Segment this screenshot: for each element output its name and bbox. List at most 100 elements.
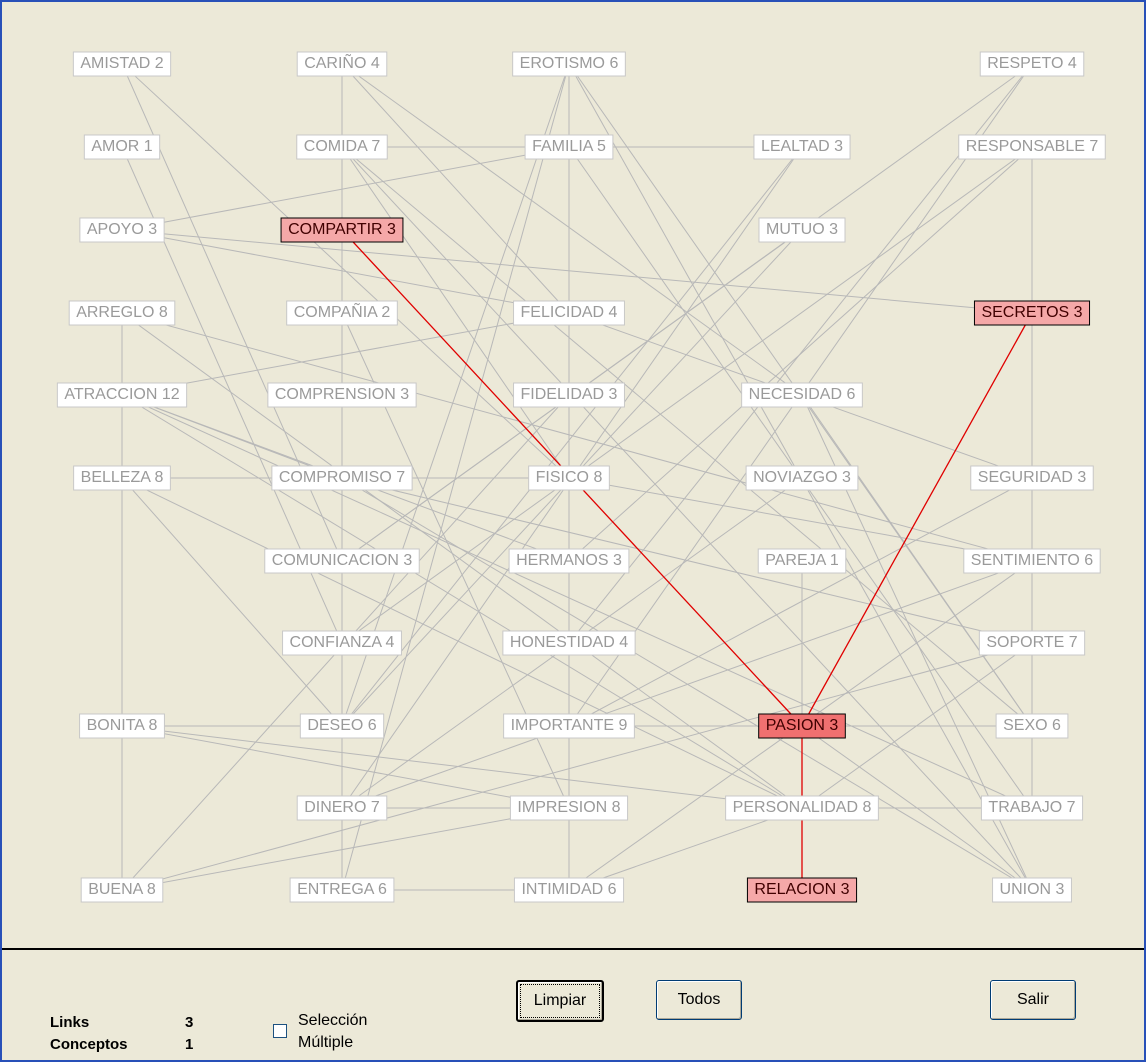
- node-label: RESPETO 4: [987, 55, 1077, 72]
- node-label: SEGURIDAD 3: [978, 469, 1087, 486]
- concept-node: DESEO 6: [299, 713, 385, 739]
- concept-node: CONFIANZA 4: [282, 630, 402, 656]
- concept-node: BUENA 8: [80, 877, 164, 903]
- node-box: [725, 795, 879, 821]
- node-label: BELLEZA 8: [81, 469, 164, 486]
- node-box: [289, 877, 395, 903]
- link: [801, 642, 1033, 809]
- link: [121, 477, 803, 809]
- links-value: 3: [185, 1014, 194, 1031]
- node-label: IMPORTANTE 9: [511, 717, 628, 734]
- node-label: AMISTAD 2: [80, 55, 163, 72]
- node-label: COMPROMISO 7: [279, 469, 405, 486]
- concepts-value: 1: [185, 1036, 194, 1053]
- node-label: TRABAJO 7: [988, 799, 1075, 816]
- button[interactable]: Todos: [656, 980, 742, 1020]
- link: [121, 312, 803, 809]
- node-box: [296, 51, 388, 77]
- link: [568, 477, 1033, 727]
- node-label: HERMANOS 3: [516, 552, 622, 569]
- node-label: ATRACCION 12: [64, 386, 179, 403]
- concepts-label: Conceptos: [50, 1036, 128, 1053]
- node-label: SENTIMIENTO 6: [971, 552, 1093, 569]
- node-box: [271, 465, 413, 491]
- node-box: [513, 300, 625, 326]
- node-box: [79, 217, 165, 243]
- node-box: [83, 134, 161, 160]
- concept-node: INTIMIDAD 6: [513, 877, 625, 903]
- node-box: [508, 548, 630, 574]
- node-label: RESPONSABLE 7: [966, 138, 1099, 155]
- link: [121, 725, 803, 809]
- link: [568, 807, 803, 891]
- node-label: PAREJA 1: [765, 552, 839, 569]
- node-box: [758, 217, 846, 243]
- concept-node: CARIÑO 4: [296, 51, 388, 77]
- concept-node: IMPRESION 8: [509, 795, 629, 821]
- node-box: [72, 51, 172, 77]
- link: [121, 146, 570, 231]
- concept-node: PERSONALIDAD 8: [725, 795, 879, 821]
- concept-node: PASION 3: [758, 713, 846, 739]
- node-label: AMOR 1: [91, 138, 152, 155]
- checkbox-label: Selección: [298, 1012, 368, 1029]
- concept-node: FISICO 8: [528, 465, 610, 491]
- node-label: HONESTIDAD 4: [510, 634, 628, 651]
- node-box: [992, 877, 1072, 903]
- concept-node: ARREGLO 8: [68, 300, 176, 326]
- concept-node: BELLEZA 8: [73, 465, 171, 491]
- concept-node: COMPROMISO 7: [271, 465, 413, 491]
- node-box: [296, 795, 388, 821]
- link: [341, 146, 1033, 644]
- node-label: COMPRENSION 3: [275, 386, 409, 403]
- node-box: [280, 217, 404, 243]
- checkbox[interactable]: [273, 1024, 287, 1038]
- network: AMISTAD 2 AMOR 1 APOYO 3 ARREGLO 8 ATRACCION…: [56, 51, 1106, 903]
- node-label: SEXO 6: [1003, 717, 1061, 734]
- node-box: [80, 877, 164, 903]
- concept-node: EROTISMO 6: [512, 51, 626, 77]
- link: [341, 146, 570, 479]
- node-label: ARREGLO 8: [76, 304, 168, 321]
- concept-node: NECESIDAD 6: [741, 382, 863, 408]
- concept-node: SEXO 6: [995, 713, 1069, 739]
- separator: [2, 948, 1144, 950]
- link: [801, 725, 1033, 891]
- node-box: [503, 713, 635, 739]
- node-box: [973, 300, 1091, 326]
- node-box: [758, 713, 846, 739]
- link: [121, 394, 803, 809]
- button[interactable]: Salir: [990, 980, 1076, 1020]
- node-label: EROTISMO 6: [520, 55, 619, 72]
- node-label: COMIDA 7: [304, 138, 381, 155]
- node-label: DINERO 7: [304, 799, 380, 816]
- concept-node: ATRACCION 12: [56, 382, 188, 408]
- checkbox-label: Múltiple: [298, 1034, 354, 1051]
- node-label: INTIMIDAD 6: [521, 881, 616, 898]
- concept-node: AMISTAD 2: [72, 51, 172, 77]
- node-box: [978, 630, 1086, 656]
- concept-node: PAREJA 1: [757, 548, 847, 574]
- concept-node: RELACION 3: [746, 877, 858, 903]
- concept-node: BONITA 8: [79, 713, 165, 739]
- node-label: PERSONALIDAD 8: [733, 799, 872, 816]
- node-label: BONITA 8: [87, 717, 158, 734]
- node-box: [979, 51, 1085, 77]
- node-label: LEALTAD 3: [761, 138, 843, 155]
- node-box: [963, 548, 1101, 574]
- link: [121, 312, 570, 396]
- node-box: [513, 382, 625, 408]
- selected-link: [801, 312, 1033, 727]
- concept-node: COMPARTIR 3: [280, 217, 404, 243]
- node-box: [995, 713, 1069, 739]
- button[interactable]: Limpiar: [516, 980, 604, 1022]
- node-box: [958, 134, 1106, 160]
- link: [341, 63, 570, 727]
- concept-node: COMIDA 7: [296, 134, 388, 160]
- node-box: [745, 465, 859, 491]
- concept-node: UNION 3: [992, 877, 1072, 903]
- node-box: [267, 382, 417, 408]
- link: [341, 146, 803, 727]
- node-label: IMPRESION 8: [517, 799, 620, 816]
- concept-node: FAMILIA 5: [524, 134, 614, 160]
